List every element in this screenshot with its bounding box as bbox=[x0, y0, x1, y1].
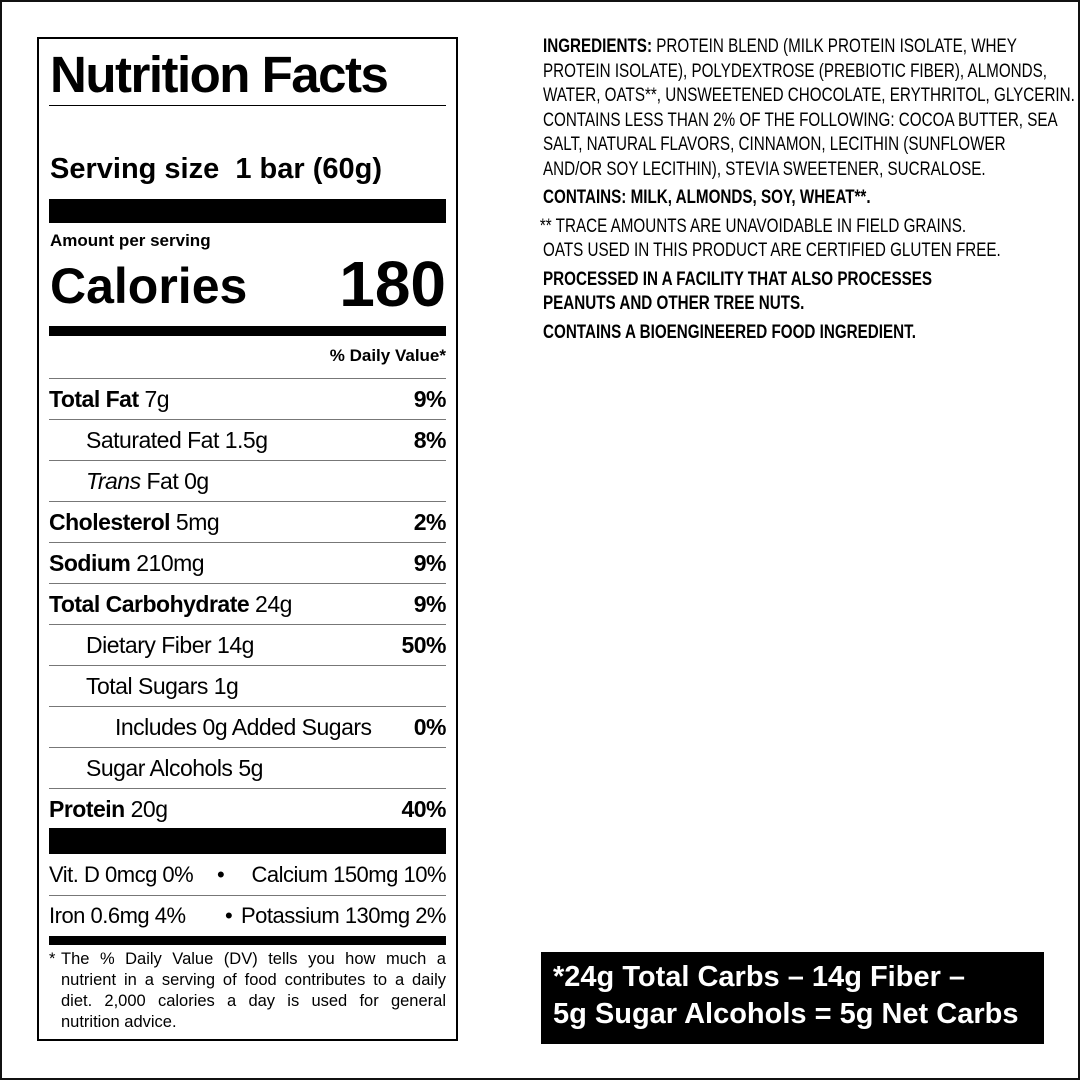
facility-warning: PROCESSED IN A FACILITY THAT ALSO PROCES… bbox=[543, 267, 933, 290]
net-carbs-box: *24g Total Carbs – 14g Fiber – 5g Sugar … bbox=[541, 952, 1044, 1044]
nutrient-name: Total Sugars 1g bbox=[86, 673, 239, 699]
daily-value-percent: 9% bbox=[413, 386, 447, 412]
nutrient-name: Total Fat 7g bbox=[49, 386, 170, 412]
nutrient-label: Protein bbox=[49, 796, 125, 822]
nutrient-name: Total Carbohydrate 24g bbox=[49, 591, 292, 617]
amount-per-serving: Amount per serving bbox=[50, 231, 211, 250]
nutrient-name: Protein 20g bbox=[49, 796, 168, 822]
nutrient-row: Saturated Fat 1.5g 8% bbox=[49, 419, 447, 461]
nutrient-name: Trans Fat 0g bbox=[86, 468, 209, 494]
ingredients-block: INGREDIENTS: PROTEIN BLEND (MILK PROTEIN… bbox=[539, 34, 1075, 344]
nutrient-name: Includes 0g Added Sugars bbox=[115, 714, 372, 740]
iron: Iron 0.6mg 4% bbox=[49, 903, 186, 928]
nutrient-label-suffix: Fat bbox=[140, 468, 179, 494]
serving-size-label: Serving size bbox=[50, 153, 220, 185]
serving-size-value: 1 bar (60g) bbox=[235, 153, 383, 185]
nutrient-row: Trans Fat 0g bbox=[49, 460, 446, 502]
daily-value-percent: 40% bbox=[401, 796, 446, 822]
daily-value-header: % Daily Value* bbox=[329, 346, 446, 365]
facility-warning-cont: PEANUTS AND OTHER TREE NUTS. bbox=[543, 292, 805, 314]
daily-value-percent: 50% bbox=[401, 632, 446, 658]
nutrient-row: Total Fat 7g 9% bbox=[49, 378, 447, 420]
divider bbox=[49, 105, 446, 106]
nutrient-row: Dietary Fiber 14g 50% bbox=[49, 624, 446, 666]
nutrient-label: Sugar Alcohols bbox=[86, 755, 233, 781]
nutrient-amount: 7g bbox=[144, 386, 170, 412]
ingredients-line: PROTEIN ISOLATE), POLYDEXTROSE (PREBIOTI… bbox=[543, 59, 1047, 82]
bullet: • bbox=[217, 862, 225, 887]
footnote-text: The % Daily Value (DV) tells you how muc… bbox=[61, 950, 446, 1031]
ingredients-label: INGREDIENTS: bbox=[543, 35, 653, 57]
thick-divider bbox=[49, 199, 446, 223]
daily-value-percent: 0% bbox=[413, 714, 447, 740]
nutrient-row: Total Sugars 1g bbox=[49, 665, 446, 707]
nutrient-label: Total Carbohydrate bbox=[49, 591, 250, 617]
nutrient-row: Total Carbohydrate 24g 9% bbox=[49, 583, 447, 625]
net-carbs-line-2: 5g Sugar Alcohols = 5g Net Carbs bbox=[553, 998, 1019, 1030]
bullet: • bbox=[225, 903, 233, 928]
nutrient-amount: 24g bbox=[255, 591, 292, 617]
nutrient-label: Sodium bbox=[49, 550, 131, 576]
daily-value-percent: 9% bbox=[413, 591, 447, 617]
calories-label: Calories bbox=[50, 258, 248, 314]
medium-divider bbox=[49, 326, 446, 336]
daily-value-footnote: * The % Daily Value (DV) tells you how m… bbox=[49, 949, 446, 1033]
ingredients-line: WATER, OATS**, UNSWEETENED CHOCOLATE, ER… bbox=[543, 84, 1075, 106]
nutrient-amount: 210mg bbox=[136, 550, 205, 576]
mineral-row: Iron 0.6mg 4% • Potassium 130mg 2% bbox=[49, 896, 447, 936]
medium-divider bbox=[49, 936, 446, 945]
nutrient-name: Sugar Alcohols 5g bbox=[86, 755, 263, 781]
nutrient-amount: 20g bbox=[130, 796, 168, 822]
nutrient-amount: 1g bbox=[213, 673, 239, 699]
nutrient-amount: 0g bbox=[184, 468, 209, 494]
nutrient-row: Cholesterol 5mg 2% bbox=[49, 501, 447, 543]
nutrient-amount: 5mg bbox=[175, 509, 220, 535]
ingredients-line: SALT, NATURAL FLAVORS, CINNAMON, LECITHI… bbox=[543, 133, 1006, 155]
nutrient-label: Dietary Fiber bbox=[86, 632, 212, 658]
nutrient-label: Cholesterol bbox=[49, 509, 171, 535]
thick-divider bbox=[49, 828, 446, 854]
allergen-contains: CONTAINS: MILK, ALMONDS, SOY, WHEAT**. bbox=[543, 186, 871, 208]
daily-value-percent: 2% bbox=[413, 509, 447, 535]
nutrient-row: Protein 20g 40% bbox=[49, 788, 446, 830]
divider bbox=[49, 895, 446, 896]
nutrient-label: Trans bbox=[86, 468, 141, 494]
nutrient-name: Saturated Fat 1.5g bbox=[86, 427, 268, 453]
potassium: Potassium 130mg 2% bbox=[241, 903, 447, 928]
nutrient-amount: 14g bbox=[217, 632, 254, 658]
nutrient-label: Saturated Fat bbox=[86, 427, 219, 453]
net-carbs-line-1: *24g Total Carbs – 14g Fiber – bbox=[553, 961, 966, 993]
bioengineered-notice: CONTAINS A BIOENGINEERED FOOD INGREDIENT… bbox=[543, 320, 916, 343]
ingredients-line: CONTAINS LESS THAN 2% OF THE FOLLOWING: … bbox=[543, 108, 1058, 131]
calcium: Calcium 150mg 10% bbox=[251, 862, 447, 887]
nutrient-amount: 5g bbox=[238, 755, 263, 781]
nutrient-name: Dietary Fiber 14g bbox=[86, 632, 254, 658]
nutrition-facts-title: Nutrition Facts bbox=[50, 46, 389, 103]
vitamin-d: Vit. D 0mcg 0% bbox=[49, 862, 194, 887]
daily-value-percent: 9% bbox=[413, 550, 447, 576]
ingredients-line: AND/OR SOY LECITHIN), STEVIA SWEETENER, … bbox=[543, 157, 986, 180]
daily-value-percent: 8% bbox=[413, 427, 447, 453]
nutrient-name: Cholesterol 5mg bbox=[49, 509, 220, 535]
vitamin-row: Vit. D 0mcg 0% • Calcium 150mg 10% bbox=[49, 855, 447, 895]
serving-size: Serving size 1 bar (60g) bbox=[50, 153, 382, 186]
ingredients-text: PROTEIN BLEND (MILK PROTEIN ISOLATE, WHE… bbox=[652, 35, 1017, 57]
nutrient-row: Includes 0g Added Sugars 0% bbox=[49, 706, 447, 748]
gluten-free-note: OATS USED IN THIS PRODUCT ARE CERTIFIED … bbox=[543, 239, 1001, 261]
nutrient-row: Sodium 210mg 9% bbox=[49, 542, 447, 584]
nutrient-label: Total Fat bbox=[49, 386, 139, 412]
trace-note: ** TRACE AMOUNTS ARE UNAVOIDABLE IN FIEL… bbox=[539, 214, 967, 237]
calories-value: 180 bbox=[339, 248, 446, 320]
nutrient-amount: 1.5g bbox=[224, 427, 268, 453]
nutrient-label: Includes 0g Added Sugars bbox=[115, 714, 372, 740]
ingredients-line: INGREDIENTS: PROTEIN BLEND (MILK PROTEIN… bbox=[543, 34, 1042, 59]
nutrition-facts-panel: Nutrition Facts Serving size 1 bar (60g)… bbox=[37, 37, 458, 1041]
nutrient-name: Sodium 210mg bbox=[49, 550, 205, 576]
footnote-asterisk: * bbox=[49, 950, 56, 968]
nutrient-label: Total Sugars bbox=[86, 673, 208, 699]
nutrient-row: Sugar Alcohols 5g bbox=[49, 747, 446, 789]
